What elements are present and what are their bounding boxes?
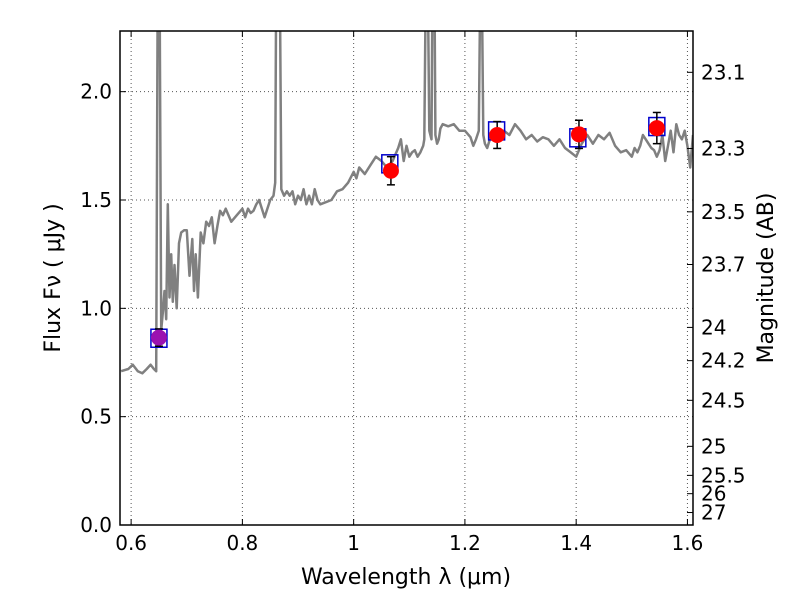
y-tick-label: 0.0 <box>80 513 112 537</box>
mag-tick-label: 23.5 <box>701 200 746 224</box>
mag-tick-label: 26 <box>701 482 726 506</box>
mag-tick-label: 24 <box>701 315 726 339</box>
y-tick-label: 1.5 <box>80 188 112 212</box>
y-axis-label: Flux Fν ( μJy ) <box>41 203 66 352</box>
photometry-layer <box>150 111 666 348</box>
plot-frame <box>119 30 694 526</box>
mag-tick-label: 24.2 <box>701 349 746 373</box>
observed-point <box>150 329 167 346</box>
x-tick-label: 0.6 <box>115 531 147 555</box>
y-tick-label: 0.5 <box>80 405 112 429</box>
x-axis-label: Wavelength λ (μm) <box>301 565 511 590</box>
mag-tick-label: 23.7 <box>701 253 746 277</box>
mag-tick-label: 23.3 <box>701 136 746 160</box>
x-tick-label: 1.6 <box>672 531 704 555</box>
observed-point <box>489 127 506 143</box>
y-tick-label: 2.0 <box>80 80 112 104</box>
mag-tick-label: 23.1 <box>701 60 746 84</box>
grid <box>120 31 693 526</box>
axis-ticks: 0.6 0.8 1 1.2 1.4 1.6 0.0 0.5 1.0 1.5 2.0 23.1 23.3 2… <box>80 31 746 555</box>
x-tick-label: 1 <box>347 531 360 555</box>
model-spectrum-line <box>120 31 693 375</box>
y-tick-label: 1.0 <box>80 296 112 320</box>
x-tick-label: 1.2 <box>449 531 481 555</box>
mag-tick-label: 25 <box>701 434 726 458</box>
observed-point <box>382 162 399 179</box>
model-spectrum-layer <box>120 31 693 375</box>
x-tick-label: 0.8 <box>226 531 258 555</box>
observed-point <box>570 126 587 143</box>
y-axis-right-label: Magnitude (AB) <box>754 193 779 364</box>
observed-point <box>648 120 665 137</box>
mag-tick-label: 25.5 <box>701 463 746 487</box>
mag-tick-label: 27 <box>701 501 726 525</box>
mag-tick-label: 24.5 <box>701 388 746 412</box>
x-tick-label: 1.4 <box>560 531 592 555</box>
